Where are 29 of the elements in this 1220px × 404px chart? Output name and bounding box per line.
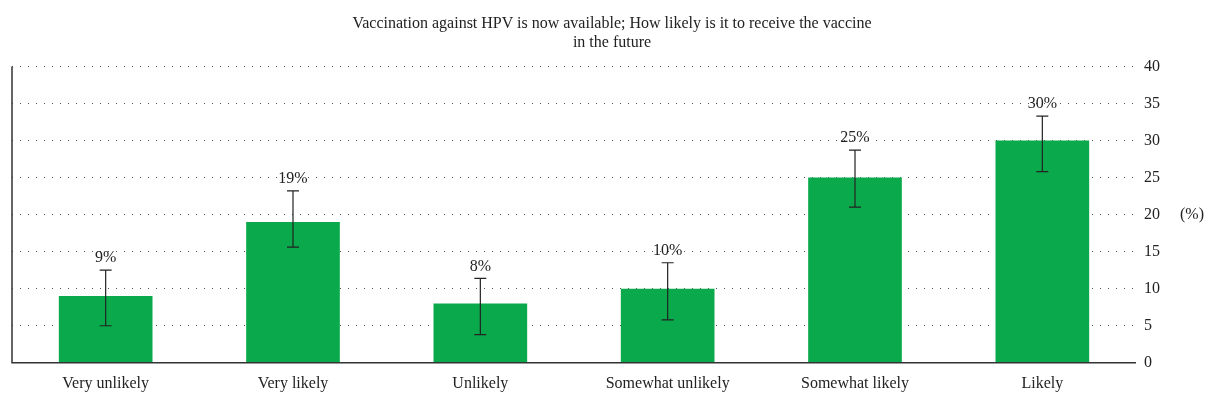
x-tick-label: Likely — [1021, 373, 1064, 392]
x-tick-label: Somewhat unlikely — [605, 373, 730, 392]
y-axis-title: (%) — [1180, 204, 1204, 223]
bar — [995, 140, 1090, 363]
data-label: 9% — [95, 248, 117, 266]
data-label: 8% — [469, 256, 491, 274]
data-label: 10% — [653, 240, 683, 258]
x-tick-label: Very unlikely — [62, 373, 149, 392]
x-tick-label: Somewhat likely — [801, 373, 909, 392]
bar — [433, 303, 528, 363]
data-label: 30% — [1027, 94, 1057, 112]
y-tick-label: 10 — [1144, 278, 1160, 296]
data-label: 19% — [278, 169, 308, 187]
y-tick-label: 25 — [1144, 167, 1160, 185]
y-tick-label: 35 — [1144, 93, 1160, 111]
bar — [808, 177, 902, 363]
y-tick-label: 15 — [1144, 241, 1160, 259]
y-tick-label: 30 — [1144, 130, 1160, 148]
bar — [58, 296, 153, 363]
bar — [620, 288, 715, 363]
x-tick-label: Unlikely — [452, 373, 509, 392]
y-tick-label: 20 — [1144, 204, 1160, 222]
y-tick-label: 40 — [1144, 56, 1160, 74]
x-tick-label: Very likely — [257, 373, 329, 392]
y-tick-label: 5 — [1144, 315, 1152, 333]
data-label: 25% — [840, 128, 870, 146]
bar — [246, 222, 340, 363]
chart-title: Vaccination against HPV is now available; How likely is it to receive the vaccine in the future — [352, 13, 872, 50]
y-tick-label: 0 — [1144, 353, 1152, 370]
